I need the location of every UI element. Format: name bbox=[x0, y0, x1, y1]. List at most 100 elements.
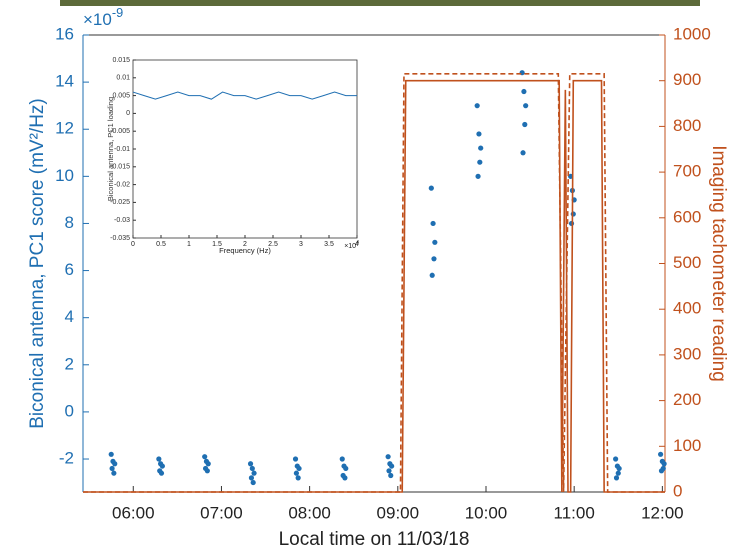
scatter-point bbox=[474, 103, 480, 109]
scatter-point bbox=[247, 461, 254, 467]
scatter-point bbox=[202, 454, 208, 460]
scatter-point bbox=[432, 239, 438, 245]
x-tick-label: 4 bbox=[355, 241, 359, 248]
scatter-point bbox=[475, 173, 481, 179]
y-tick-label: -0.01 bbox=[114, 146, 130, 153]
y2-tick-label: 900 bbox=[673, 70, 701, 89]
scatter-point bbox=[109, 465, 115, 472]
scatter-point bbox=[568, 220, 575, 227]
y-tick-label: 14 bbox=[55, 72, 74, 91]
y2-tick-label: 100 bbox=[673, 436, 701, 455]
x-tick-label: 2 bbox=[243, 241, 247, 248]
scatter-point bbox=[616, 465, 622, 472]
scatter-point bbox=[661, 461, 667, 467]
x-tick-label: 07:00 bbox=[200, 503, 243, 522]
multiplier-base: ×10 bbox=[344, 243, 356, 250]
scatter-point bbox=[428, 185, 434, 191]
y-axis-label: Biconical antenna, PC1 score (mV²/Hz) bbox=[27, 98, 48, 429]
y-tick-label: -2 bbox=[59, 449, 74, 468]
scatter-point bbox=[250, 479, 256, 486]
y-tick-label: -0.005 bbox=[110, 128, 130, 135]
scatter-point bbox=[388, 472, 394, 479]
x-axis-label: Local time on 11/03/18 bbox=[279, 529, 470, 545]
scatter-point bbox=[342, 475, 348, 481]
scatter-point bbox=[293, 470, 299, 476]
scatter-point bbox=[478, 145, 484, 151]
y-tick-label: -0.025 bbox=[110, 199, 130, 206]
scatter-point bbox=[248, 475, 255, 481]
scatter-point bbox=[251, 470, 257, 476]
scatter-point bbox=[660, 465, 666, 472]
scatter-point bbox=[292, 456, 299, 462]
scatter-point bbox=[204, 468, 210, 474]
photo-strip bbox=[60, 0, 700, 6]
y-tick-label: 0 bbox=[65, 401, 74, 420]
scatter-point bbox=[613, 475, 620, 481]
scatter-point bbox=[430, 220, 436, 227]
y-tick-label: 16 bbox=[55, 24, 74, 43]
y-tick-label: 8 bbox=[65, 213, 74, 232]
y2-tick-label: 400 bbox=[673, 299, 701, 318]
y2-tick-label: 1000 bbox=[673, 24, 711, 43]
scatter-point bbox=[112, 461, 118, 467]
y-axis-label: Biconical antenna, PC1 loading bbox=[106, 97, 115, 201]
multiplier-base: ×10 bbox=[83, 10, 112, 29]
x-tick-label: 12:00 bbox=[641, 503, 684, 522]
scatter-point bbox=[385, 454, 391, 460]
axis-multiplier: ×10-9 bbox=[83, 6, 123, 30]
scatter-point bbox=[295, 475, 301, 481]
y-tick-label: 6 bbox=[65, 260, 74, 279]
inset-background bbox=[132, 59, 358, 239]
scatter-point bbox=[570, 211, 576, 217]
x-tick-label: 3.5 bbox=[324, 241, 334, 248]
x-tick-label: 2.5 bbox=[268, 241, 278, 248]
multiplier-exponent: 4 bbox=[356, 241, 359, 247]
scatter-point bbox=[158, 470, 165, 476]
axis-multiplier: ×104 bbox=[344, 241, 359, 250]
y2-axis-label: Imaging tachometer reading bbox=[708, 145, 729, 382]
scatter-point bbox=[159, 463, 165, 469]
y-tick-label: 0 bbox=[126, 110, 130, 117]
y2-tick-label: 0 bbox=[673, 481, 682, 500]
scatter-point bbox=[386, 468, 392, 474]
scatter-point bbox=[477, 159, 483, 165]
scatter-point bbox=[431, 256, 437, 262]
x-tick-label: 1 bbox=[187, 241, 191, 248]
x-tick-label: 10:00 bbox=[465, 503, 508, 522]
y-tick-label: -0.015 bbox=[110, 164, 130, 171]
series-line bbox=[83, 73, 665, 493]
scatter-point bbox=[108, 451, 114, 457]
y2-tick-label: 700 bbox=[673, 162, 701, 181]
scatter-point bbox=[343, 465, 349, 472]
scatter-point bbox=[615, 470, 621, 476]
scatter-point bbox=[520, 150, 526, 156]
scatter-point bbox=[249, 465, 255, 472]
x-tick-label: 3 bbox=[299, 241, 303, 248]
y-tick-label: 0.01 bbox=[116, 75, 130, 82]
y2-tick-label: 800 bbox=[673, 116, 701, 135]
y-tick-label: -0.03 bbox=[114, 217, 130, 224]
scatter-point bbox=[613, 456, 619, 462]
y-tick-label: 2 bbox=[65, 354, 74, 373]
scatter-point bbox=[296, 465, 302, 472]
scatter-point bbox=[339, 456, 345, 462]
y-tick-label: 0.015 bbox=[112, 57, 130, 64]
y-tick-label: 4 bbox=[65, 307, 74, 326]
x-tick-label: 09:00 bbox=[377, 503, 420, 522]
y-tick-label: 12 bbox=[55, 119, 74, 138]
x-tick-label: 08:00 bbox=[288, 503, 331, 522]
y-tick-label: 0.005 bbox=[112, 92, 130, 99]
scatter-point bbox=[521, 88, 527, 95]
x-tick-label: 06:00 bbox=[112, 503, 155, 522]
series-line bbox=[132, 91, 357, 100]
scatter-point bbox=[523, 103, 529, 109]
x-axis-label: Frequency (Hz) bbox=[219, 246, 271, 255]
y-tick-label: 10 bbox=[55, 166, 74, 185]
x-tick-label: 0 bbox=[131, 241, 135, 248]
y2-tick-label: 600 bbox=[673, 207, 701, 226]
y2-tick-label: 500 bbox=[673, 253, 701, 272]
x-tick-label: 0.5 bbox=[156, 241, 166, 248]
y-tick-label: -0.02 bbox=[114, 181, 130, 188]
